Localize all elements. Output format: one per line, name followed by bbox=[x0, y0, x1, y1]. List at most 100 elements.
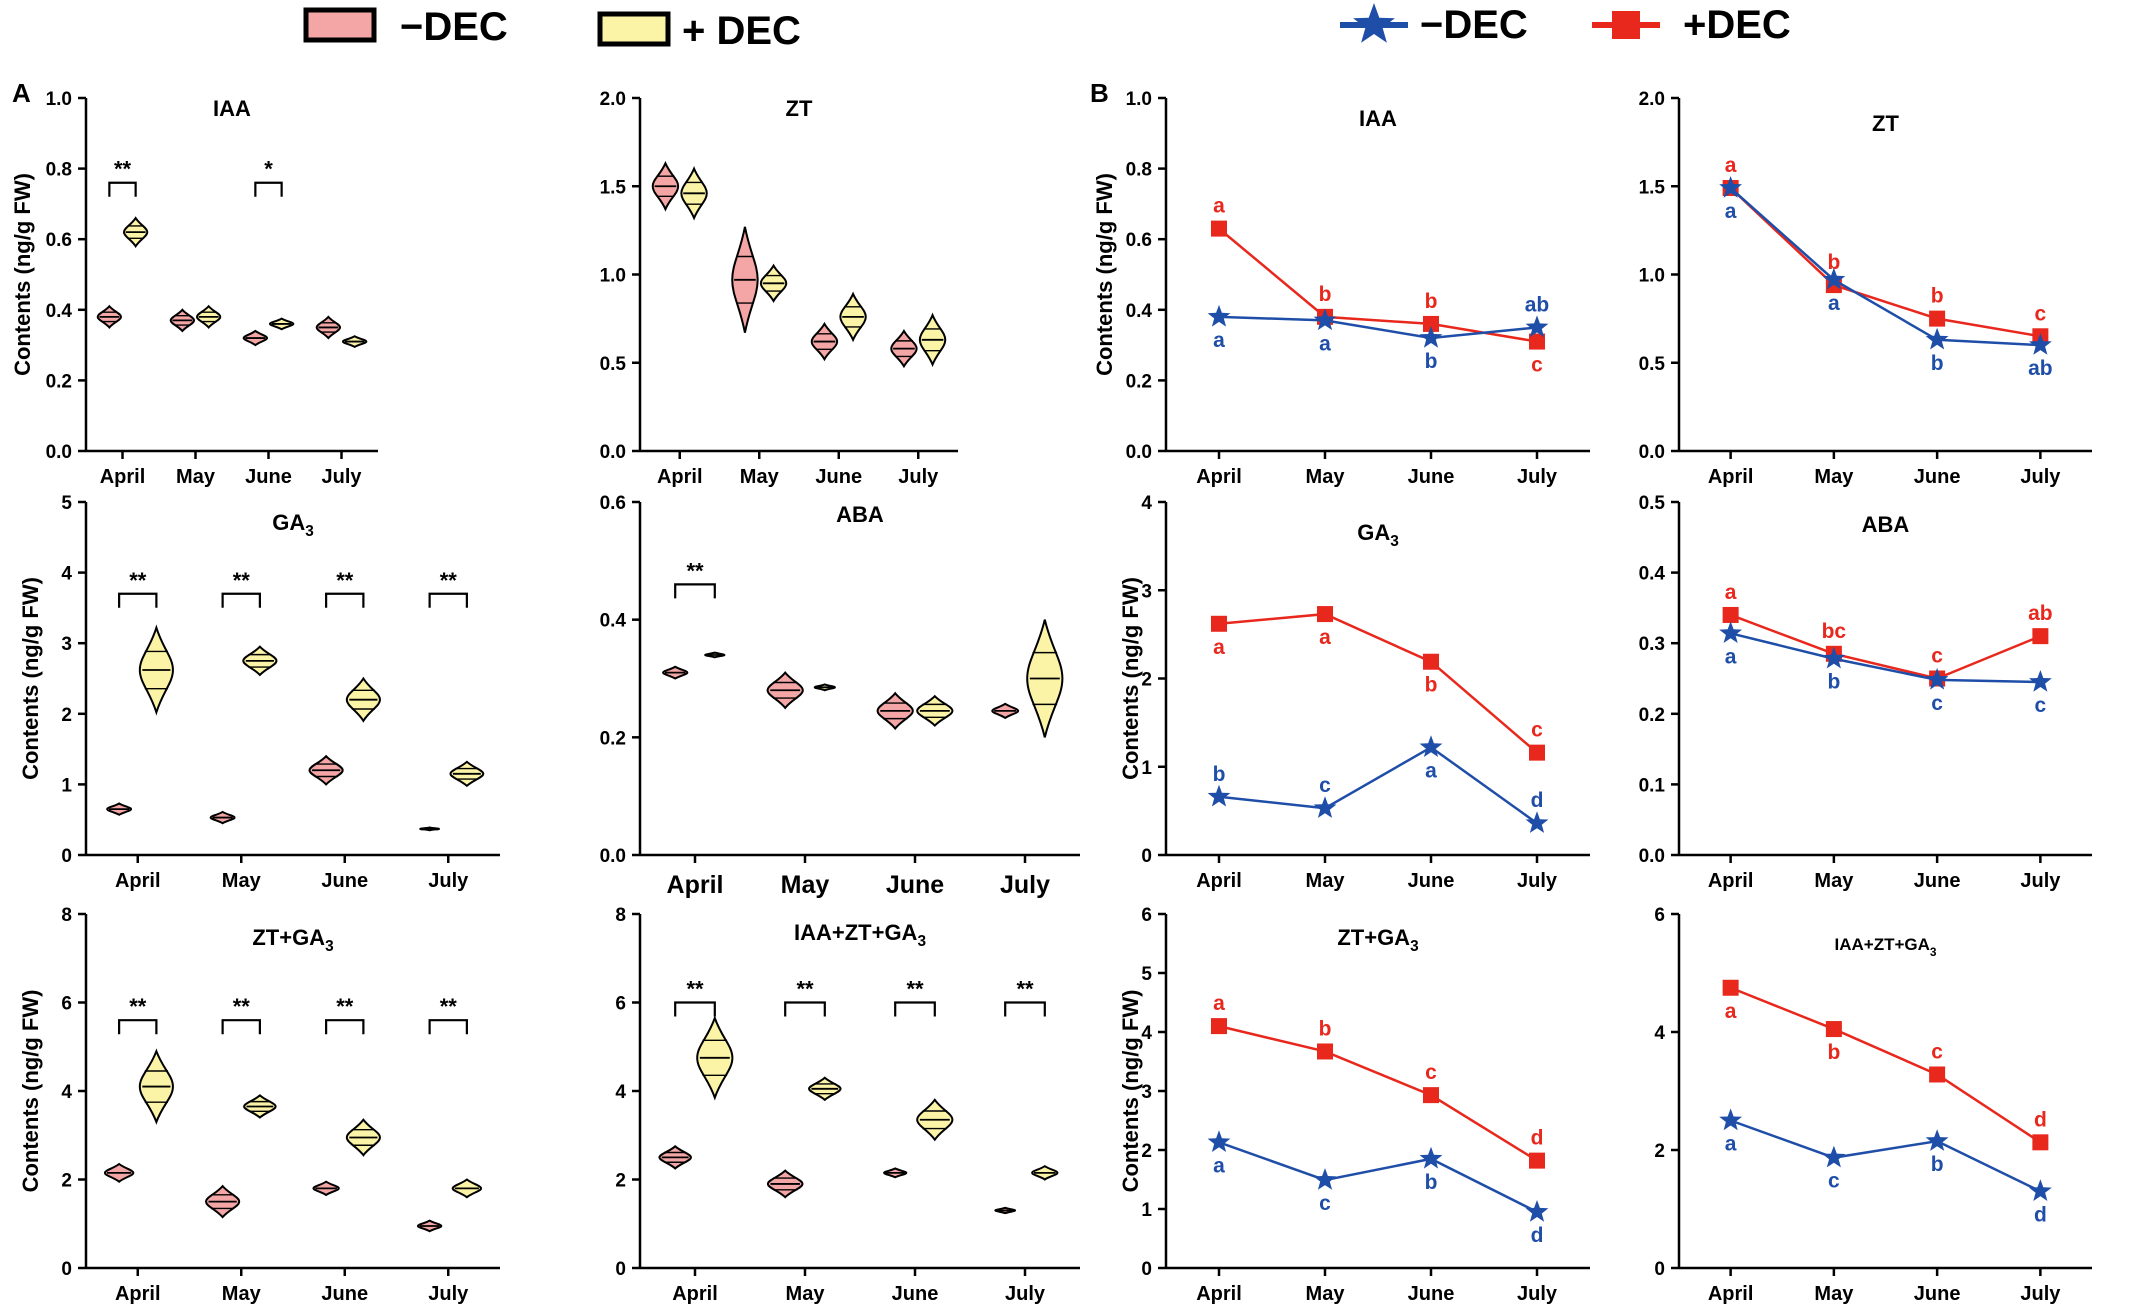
marker-square bbox=[1423, 1087, 1439, 1104]
x-tick-label: July bbox=[428, 870, 469, 892]
y-tick-label: 4 bbox=[61, 1082, 72, 1103]
x-tick-label: June bbox=[1408, 870, 1455, 892]
marker-star bbox=[1719, 176, 1742, 198]
x-tick-label: April bbox=[100, 466, 146, 488]
significance-bracket bbox=[428, 592, 468, 608]
y-tick-label: 6 bbox=[615, 994, 626, 1015]
x-tick-label: May bbox=[176, 466, 216, 488]
y-axis-label: Contents (ng/g FW) bbox=[1092, 173, 1117, 376]
legend-a-plus-swatch bbox=[597, 11, 671, 47]
marker-star bbox=[1207, 784, 1231, 807]
series-line-minus bbox=[1730, 1119, 2041, 1193]
marker-square bbox=[1722, 606, 1739, 623]
x-tick-label: June bbox=[1408, 466, 1455, 488]
legend-a-minus-label: −DEC bbox=[400, 5, 508, 49]
chart-title: IAA bbox=[213, 96, 251, 121]
significance-bracket bbox=[108, 181, 137, 197]
marker-star bbox=[1822, 267, 1846, 290]
significance-label: * bbox=[264, 157, 273, 182]
significance-letter: ab bbox=[2028, 602, 2053, 625]
significance-letter: b bbox=[1425, 674, 1438, 697]
chart-title: ABA bbox=[1862, 512, 1910, 537]
significance-letter: c bbox=[1425, 1061, 1437, 1084]
y-tick-label: 0.0 bbox=[600, 846, 626, 867]
marker-star bbox=[1525, 1200, 1549, 1222]
significance-letter: ab bbox=[2028, 357, 2053, 380]
series-line-minus bbox=[1218, 745, 1538, 825]
legend-a-minus-swatch bbox=[303, 7, 377, 43]
y-tick-label: 2.0 bbox=[600, 89, 626, 110]
y-tick-label: 1.0 bbox=[600, 266, 626, 287]
chart-a-zt: 0.0 0.5 1.0 1.5 2.0 April May June July ZT bbox=[600, 89, 958, 488]
significance-letter: d bbox=[2034, 1108, 2047, 1131]
y-tick-label: 1 bbox=[1141, 1200, 1152, 1221]
chart-title: GA3 bbox=[1357, 520, 1399, 550]
significance-bracket bbox=[428, 1019, 468, 1035]
y-tick-label: 0.1 bbox=[1639, 775, 1666, 796]
y-tick-label: 4 bbox=[1654, 1023, 1665, 1044]
series-line-plus bbox=[1218, 612, 1538, 754]
x-tick-label: June bbox=[1914, 1283, 1961, 1305]
series-line-plus bbox=[1730, 613, 2041, 680]
significance-letter: c bbox=[1828, 1170, 1840, 1193]
significance-label: ** bbox=[440, 994, 458, 1019]
x-tick-label: July bbox=[898, 466, 939, 488]
y-tick-label: 0.2 bbox=[1126, 371, 1152, 392]
y-tick-label: 0.2 bbox=[46, 371, 72, 392]
chart-b-iaa: 0.0 0.2 0.4 0.6 0.8 1.0 April May June July Conten… bbox=[1092, 89, 1590, 488]
x-tick-label: May bbox=[1814, 466, 1854, 488]
significance-letter: c bbox=[1931, 692, 1943, 715]
marker-square bbox=[1211, 1018, 1227, 1035]
y-tick-label: 5 bbox=[61, 493, 72, 514]
marker-square bbox=[1929, 1066, 1946, 1083]
y-tick-label: 2 bbox=[1141, 1141, 1152, 1162]
y-tick-label: 0.0 bbox=[1639, 442, 1665, 463]
significance-label: ** bbox=[129, 994, 147, 1019]
series-line-plus bbox=[1729, 187, 2041, 338]
significance-letter: a bbox=[1725, 200, 1737, 223]
significance-letter: b bbox=[1931, 285, 1944, 308]
y-tick-label: 8 bbox=[615, 905, 626, 926]
charts-layer: 0.0 0.2 0.4 0.6 0.8 1.0 April May June July Conten… bbox=[10, 89, 2092, 1305]
chart-a-zt-ga3: 0 2 4 6 8 April May June July Contents (ng/g FW) Z… bbox=[18, 905, 500, 1305]
legend-b-plus-label: +DEC bbox=[1683, 3, 1791, 47]
significance-letter: b bbox=[1827, 251, 1840, 274]
chart-b-zt-ga3: 0 1 2 3 4 5 6 April May June July Contents (ng/g FW… bbox=[1118, 905, 1590, 1305]
marker-square bbox=[1423, 315, 1439, 332]
significance-letter: c bbox=[1931, 645, 1943, 668]
marker-square bbox=[1317, 1043, 1333, 1060]
y-axis-label: Contents (ng/g FW) bbox=[10, 173, 35, 376]
marker-square bbox=[1722, 979, 1739, 996]
series-line-minus bbox=[1218, 1141, 1538, 1214]
y-tick-label: 0.0 bbox=[46, 442, 72, 463]
x-tick-label: June bbox=[1914, 870, 1961, 892]
y-tick-label: 0 bbox=[1654, 1259, 1665, 1280]
significance-letter: a bbox=[1725, 1133, 1737, 1156]
y-tick-label: 1 bbox=[61, 775, 72, 796]
x-tick-label: April bbox=[1708, 466, 1754, 488]
x-tick-label: May bbox=[740, 466, 780, 488]
marker-square bbox=[1825, 1021, 1842, 1038]
x-tick-label: April bbox=[115, 870, 161, 892]
x-tick-label: May bbox=[1306, 466, 1346, 488]
y-tick-label: 2 bbox=[1141, 670, 1152, 691]
series-line-plus bbox=[1730, 986, 2042, 1144]
marker-square bbox=[1529, 744, 1545, 761]
marker-star bbox=[1925, 327, 1949, 350]
x-tick-label: April bbox=[1708, 870, 1754, 892]
x-tick-label: May bbox=[1814, 870, 1854, 892]
y-tick-label: 6 bbox=[1141, 905, 1152, 926]
chart-title: IAA+ZT+GA3 bbox=[1834, 935, 1936, 959]
significance-letter: a bbox=[1213, 1154, 1225, 1177]
y-tick-label: 0.0 bbox=[600, 442, 626, 463]
marker-square bbox=[2032, 628, 2049, 645]
significance-label: ** bbox=[796, 977, 814, 1002]
significance-letter: a bbox=[1828, 292, 1840, 315]
x-tick-label: July bbox=[1517, 466, 1558, 488]
significance-label: ** bbox=[906, 977, 924, 1002]
y-tick-label: 0.8 bbox=[46, 160, 72, 181]
significance-letter: b bbox=[1319, 283, 1332, 306]
y-tick-label: 0.3 bbox=[1639, 634, 1665, 655]
significance-label: ** bbox=[114, 157, 132, 182]
y-tick-label: 6 bbox=[61, 994, 72, 1015]
